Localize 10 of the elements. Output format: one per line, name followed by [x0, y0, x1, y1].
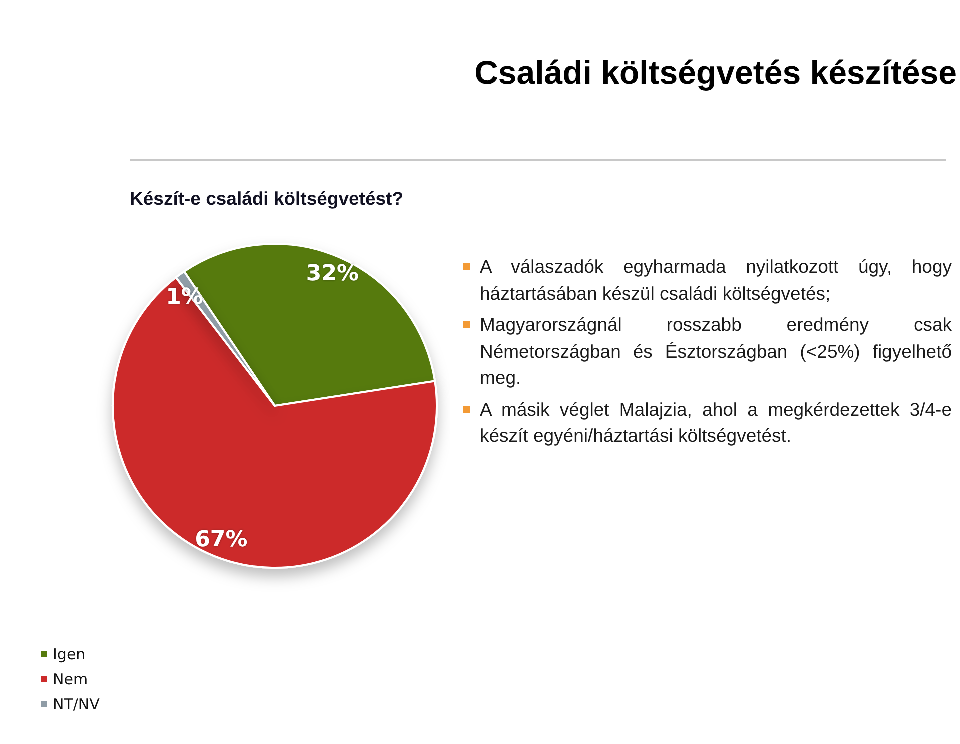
text: Magyarországnál rosszabb eredmény csak Németországban és Észtországban (<25%) figyelhető meg.: [480, 314, 952, 388]
text: A válaszadók egyharmada nyilatkozott úgy, hogy háztartásában készül családi költségvetés;: [480, 256, 952, 304]
text: A másik véglet Malajzia, ahol a megkérdezettek 3/4-e készít egyéni/háztartási költségvetést.: [480, 398, 952, 446]
legend-label: Igen: [53, 646, 86, 664]
data-label: 67%: [195, 527, 248, 552]
legend-label: NT/NV: [53, 696, 101, 714]
legend-label: Nem: [53, 670, 88, 688]
chart-subtitle: Készít-e családi költségvetést?: [130, 188, 404, 210]
text: Családi költségvetés készítése: [474, 54, 957, 92]
data-label: 32%: [306, 261, 360, 286]
